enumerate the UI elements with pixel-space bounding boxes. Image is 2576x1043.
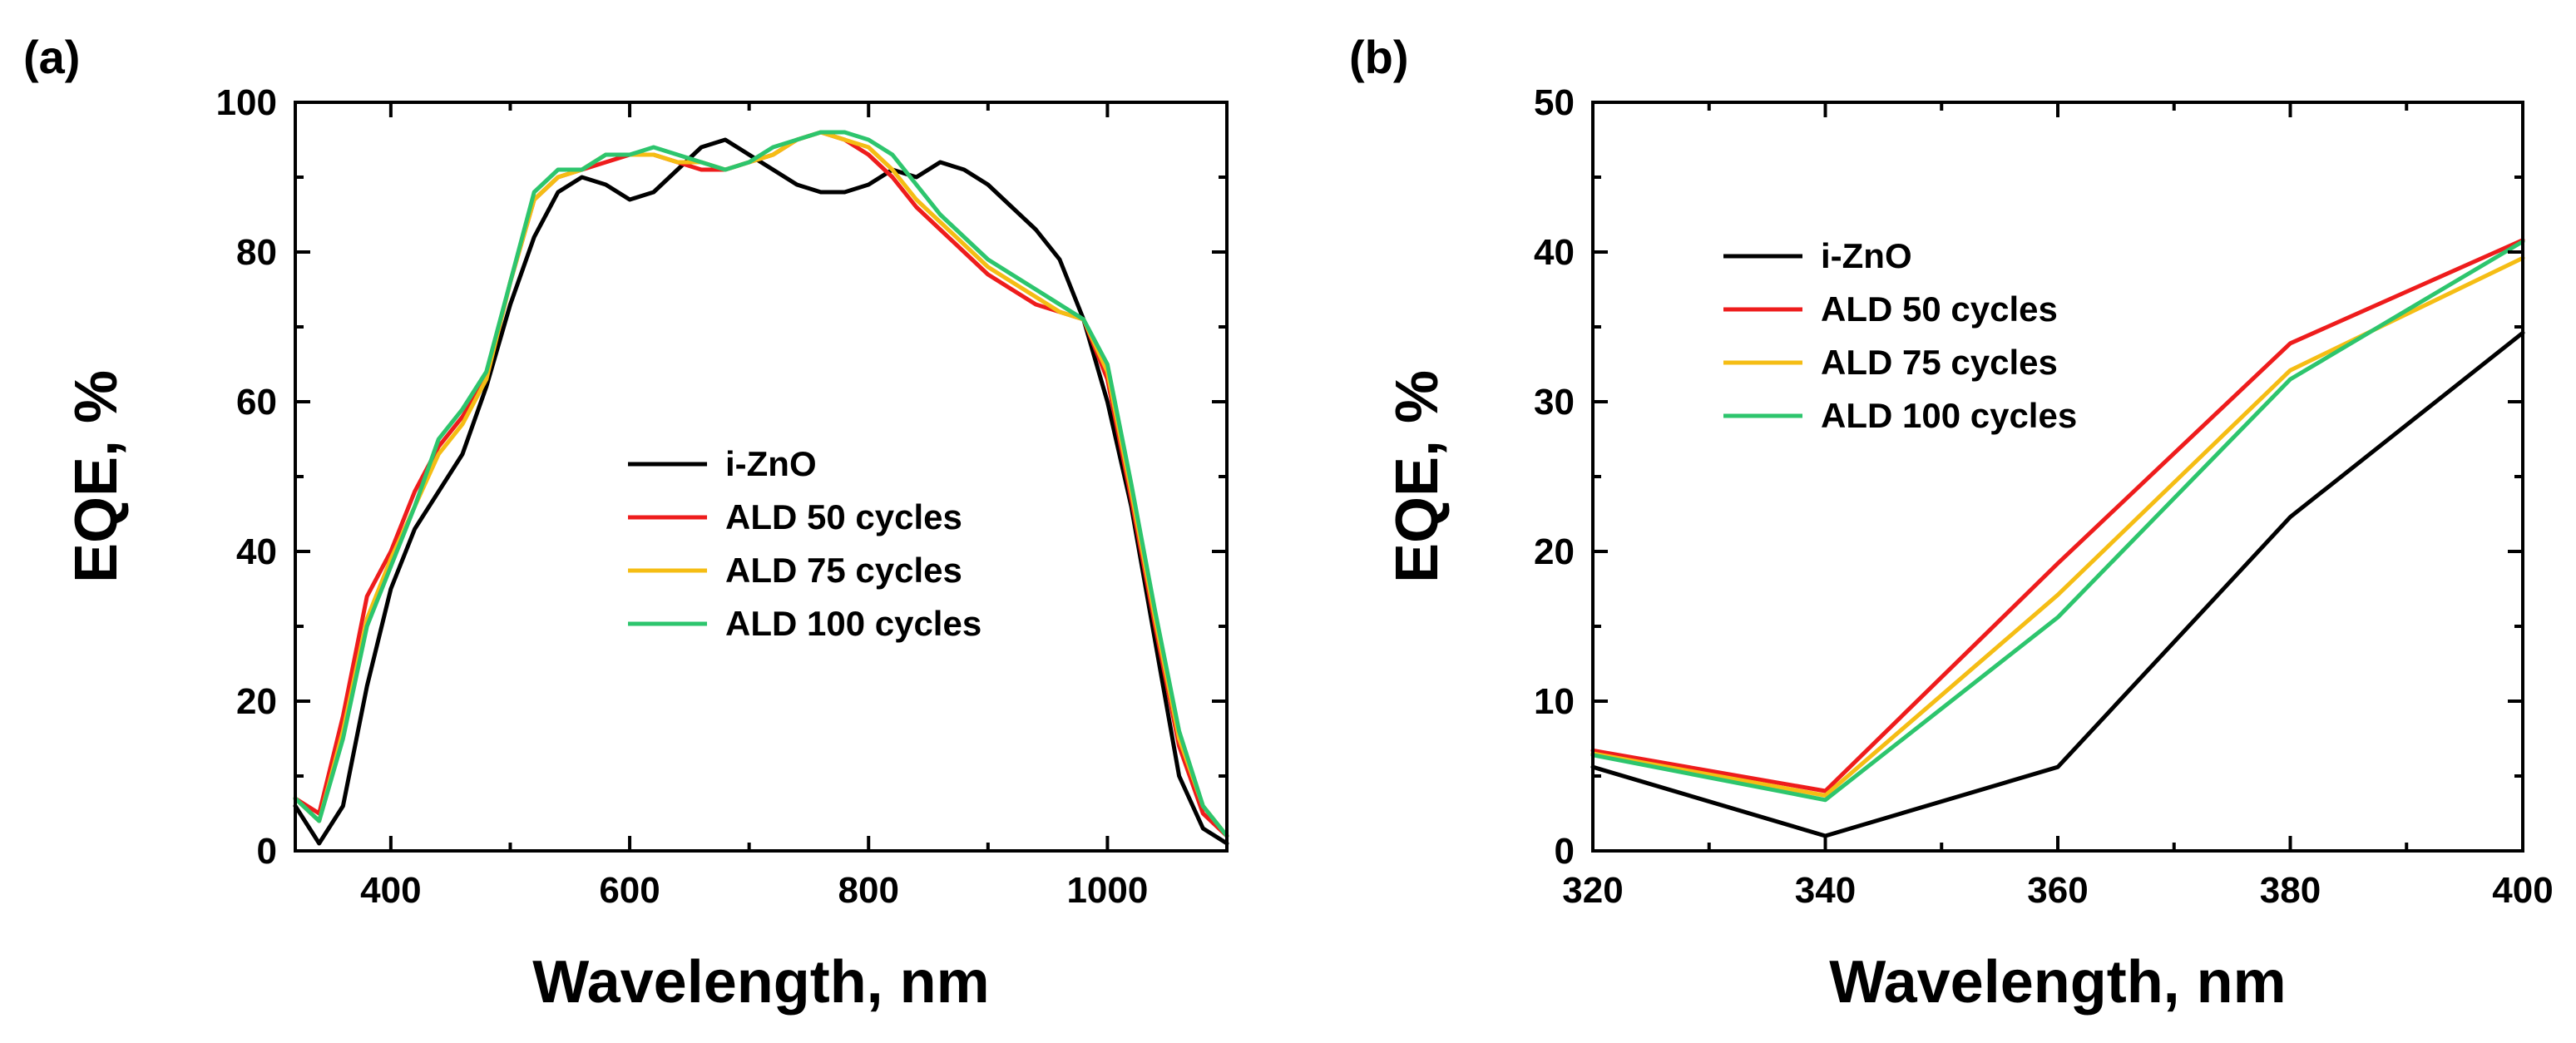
- y-tick-label: 60: [236, 382, 277, 423]
- series-line-ald-75-cycles: [293, 130, 1229, 838]
- legend-label: ALD 50 cycles: [725, 497, 962, 536]
- chart-a: (a) 400 600 800 1000 0 20 40 60 80 100 Wavelength, …: [23, 31, 1229, 1016]
- legend-label: ALD 50 cycles: [1821, 289, 2058, 329]
- legend-label: i-ZnO: [725, 444, 817, 483]
- y-tick-label: 20: [1534, 531, 1575, 572]
- x-tick-label: 800: [838, 870, 899, 911]
- legend: i-ZnO ALD 50 cycles ALD 75 cycles ALD 100 c…: [1723, 236, 2077, 435]
- legend-label: ALD 75 cycles: [1821, 343, 2058, 382]
- series-line-ald-50-cycles: [1590, 238, 2525, 793]
- x-tick-label: 600: [599, 870, 660, 911]
- series-line-ald-75-cycles: [1590, 255, 2525, 798]
- series-line-i-zno: [293, 137, 1229, 846]
- y-tick-label: 40: [236, 531, 277, 572]
- y-tick-label: 0: [1555, 831, 1575, 872]
- y-axis-title: EQE, %: [1384, 370, 1451, 583]
- plot-frame: [1591, 101, 2524, 853]
- y-tick-label: 0: [257, 831, 277, 872]
- y-tick-label: 50: [1534, 82, 1575, 123]
- x-tick-label: 400: [360, 870, 421, 911]
- legend-label: ALD 100 cycles: [725, 604, 981, 643]
- y-tick-label: 40: [1534, 232, 1575, 273]
- y-tick-label: 100: [216, 82, 277, 123]
- legend-label: i-ZnO: [1821, 236, 1912, 275]
- y-tick-label: 30: [1534, 382, 1575, 423]
- x-axis-title: Wavelength, nm: [532, 949, 989, 1016]
- panel-label: (b): [1349, 31, 1409, 83]
- legend: i-ZnO ALD 50 cycles ALD 75 cycles ALD 100 c…: [628, 444, 981, 643]
- series-line-ald-50-cycles: [293, 130, 1229, 838]
- series-line-i-zno: [1590, 330, 2525, 838]
- chart-b: (b) 320 340 360 380 400 0 10 20 30 40 50 Wavelength,…: [1349, 31, 2554, 1016]
- y-tick-label: 20: [236, 681, 277, 722]
- x-axis-title: Wavelength, nm: [1829, 949, 2286, 1016]
- series-line-ald-100-cycles: [1590, 239, 2525, 803]
- series-line-ald-100-cycles: [293, 130, 1229, 838]
- x-tick-label: 1000: [1066, 870, 1148, 911]
- x-tick-label: 360: [2027, 870, 2088, 911]
- legend-label: ALD 100 cycles: [1821, 396, 2077, 435]
- x-tick-label: 380: [2260, 870, 2321, 911]
- y-tick-label: 80: [236, 232, 277, 273]
- y-axis-title: EQE, %: [63, 370, 130, 583]
- legend-label: ALD 75 cycles: [725, 551, 962, 590]
- panel-label: (a): [23, 31, 80, 83]
- y-tick-label: 10: [1534, 681, 1575, 722]
- x-tick-label: 320: [1562, 870, 1623, 911]
- x-tick-label: 340: [1795, 870, 1856, 911]
- x-tick-label: 400: [2492, 870, 2553, 911]
